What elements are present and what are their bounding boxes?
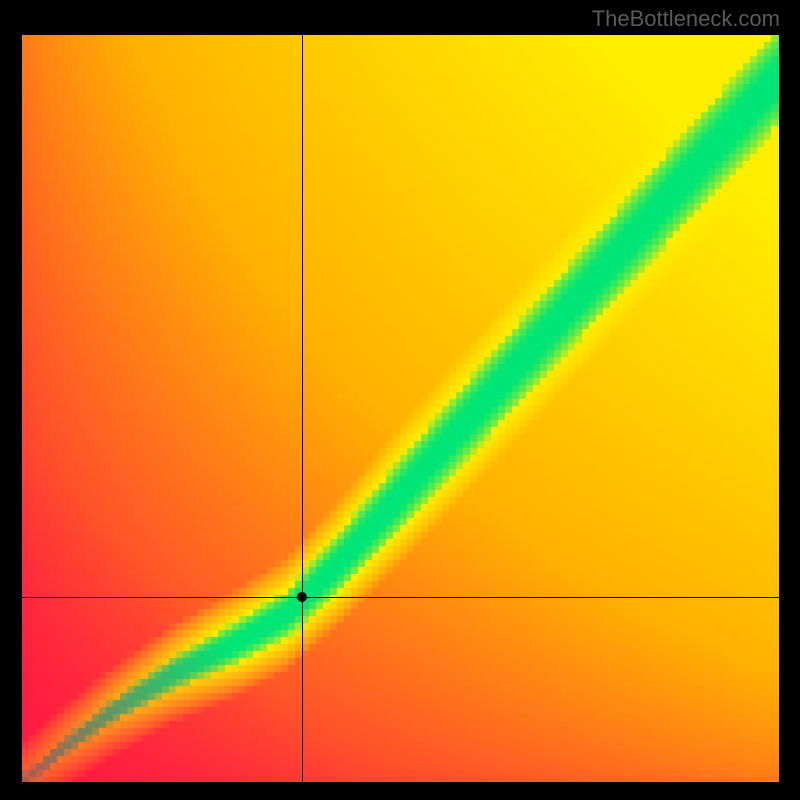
- crosshair-vertical: [302, 35, 303, 782]
- crosshair-horizontal: [22, 597, 779, 598]
- heatmap-canvas: [22, 35, 779, 782]
- watermark-text: TheBottleneck.com: [592, 6, 780, 32]
- heatmap-plot: [22, 35, 779, 782]
- crosshair-marker: [297, 592, 307, 602]
